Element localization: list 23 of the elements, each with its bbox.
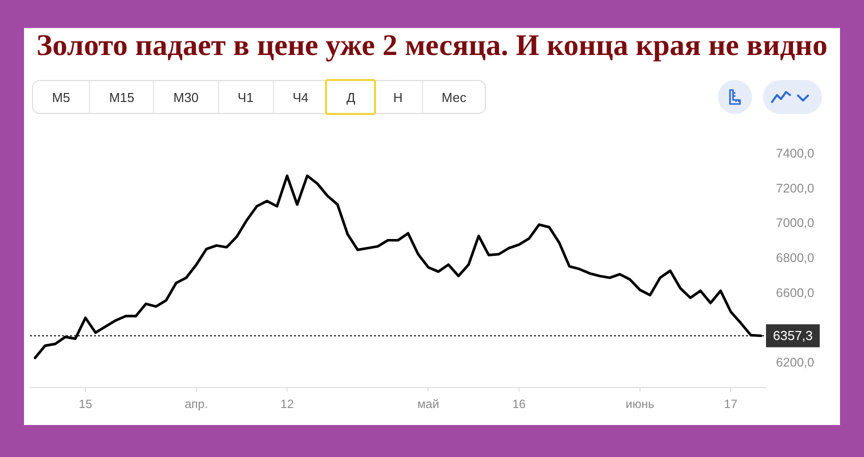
x-tick-label: июнь xyxy=(626,397,654,412)
y-tick-label: 7000,0 xyxy=(776,216,814,230)
text: Д xyxy=(327,81,374,113)
text: Ч4 xyxy=(272,81,328,113)
text: М15 xyxy=(89,81,154,113)
text: Ч1 xyxy=(218,81,273,113)
text: Н xyxy=(374,81,422,113)
y-tick-label: 6800,0 xyxy=(776,251,814,266)
text: М30 xyxy=(153,81,218,113)
x-tick-label: 17 xyxy=(724,397,738,412)
x-tick-label: 15 xyxy=(78,397,92,412)
y-tick-label: 7200,0 xyxy=(776,181,814,196)
text: М5 xyxy=(33,81,90,113)
ref-line-label: 6357,3 xyxy=(773,328,813,343)
y-tick-label: 6600,0 xyxy=(776,286,814,300)
text: Мес xyxy=(422,81,486,113)
x-tick-label: 16 xyxy=(512,397,526,412)
y-tick-label: 6200,0 xyxy=(776,356,814,370)
y-tick-label: 7400,0 xyxy=(776,146,814,160)
x-tick-label: апр. xyxy=(184,397,208,412)
x-tick-label: 12 xyxy=(280,397,294,412)
x-tick-label: май xyxy=(417,397,440,412)
chart-title: Золото падает в цене уже 2 месяца. И конца края не видно xyxy=(36,29,828,63)
